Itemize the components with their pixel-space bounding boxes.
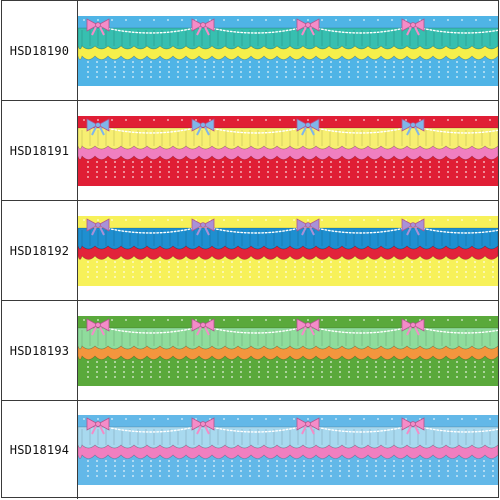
ribbon-swatch xyxy=(78,1,498,100)
ribbon-swatch xyxy=(78,301,498,400)
product-row: HSD18193 xyxy=(2,301,498,401)
ribbon-swatch xyxy=(78,401,498,499)
ribbon-pattern xyxy=(78,215,498,286)
product-code: HSD18192 xyxy=(2,201,78,300)
ribbon-swatch xyxy=(78,101,498,200)
product-code: HSD18191 xyxy=(2,101,78,200)
product-row: HSD18194 xyxy=(2,401,498,499)
product-code: HSD18190 xyxy=(2,1,78,100)
ribbon-pattern xyxy=(78,15,498,86)
ribbon-pattern xyxy=(78,415,498,485)
ribbon-pattern xyxy=(78,115,498,186)
product-row: HSD18190 xyxy=(2,1,498,101)
product-code: HSD18193 xyxy=(2,301,78,400)
ribbon-swatch xyxy=(78,201,498,300)
product-row: HSD18191 xyxy=(2,101,498,201)
ribbon-pattern xyxy=(78,315,498,386)
product-code: HSD18194 xyxy=(2,401,78,499)
product-row: HSD18192 xyxy=(2,201,498,301)
